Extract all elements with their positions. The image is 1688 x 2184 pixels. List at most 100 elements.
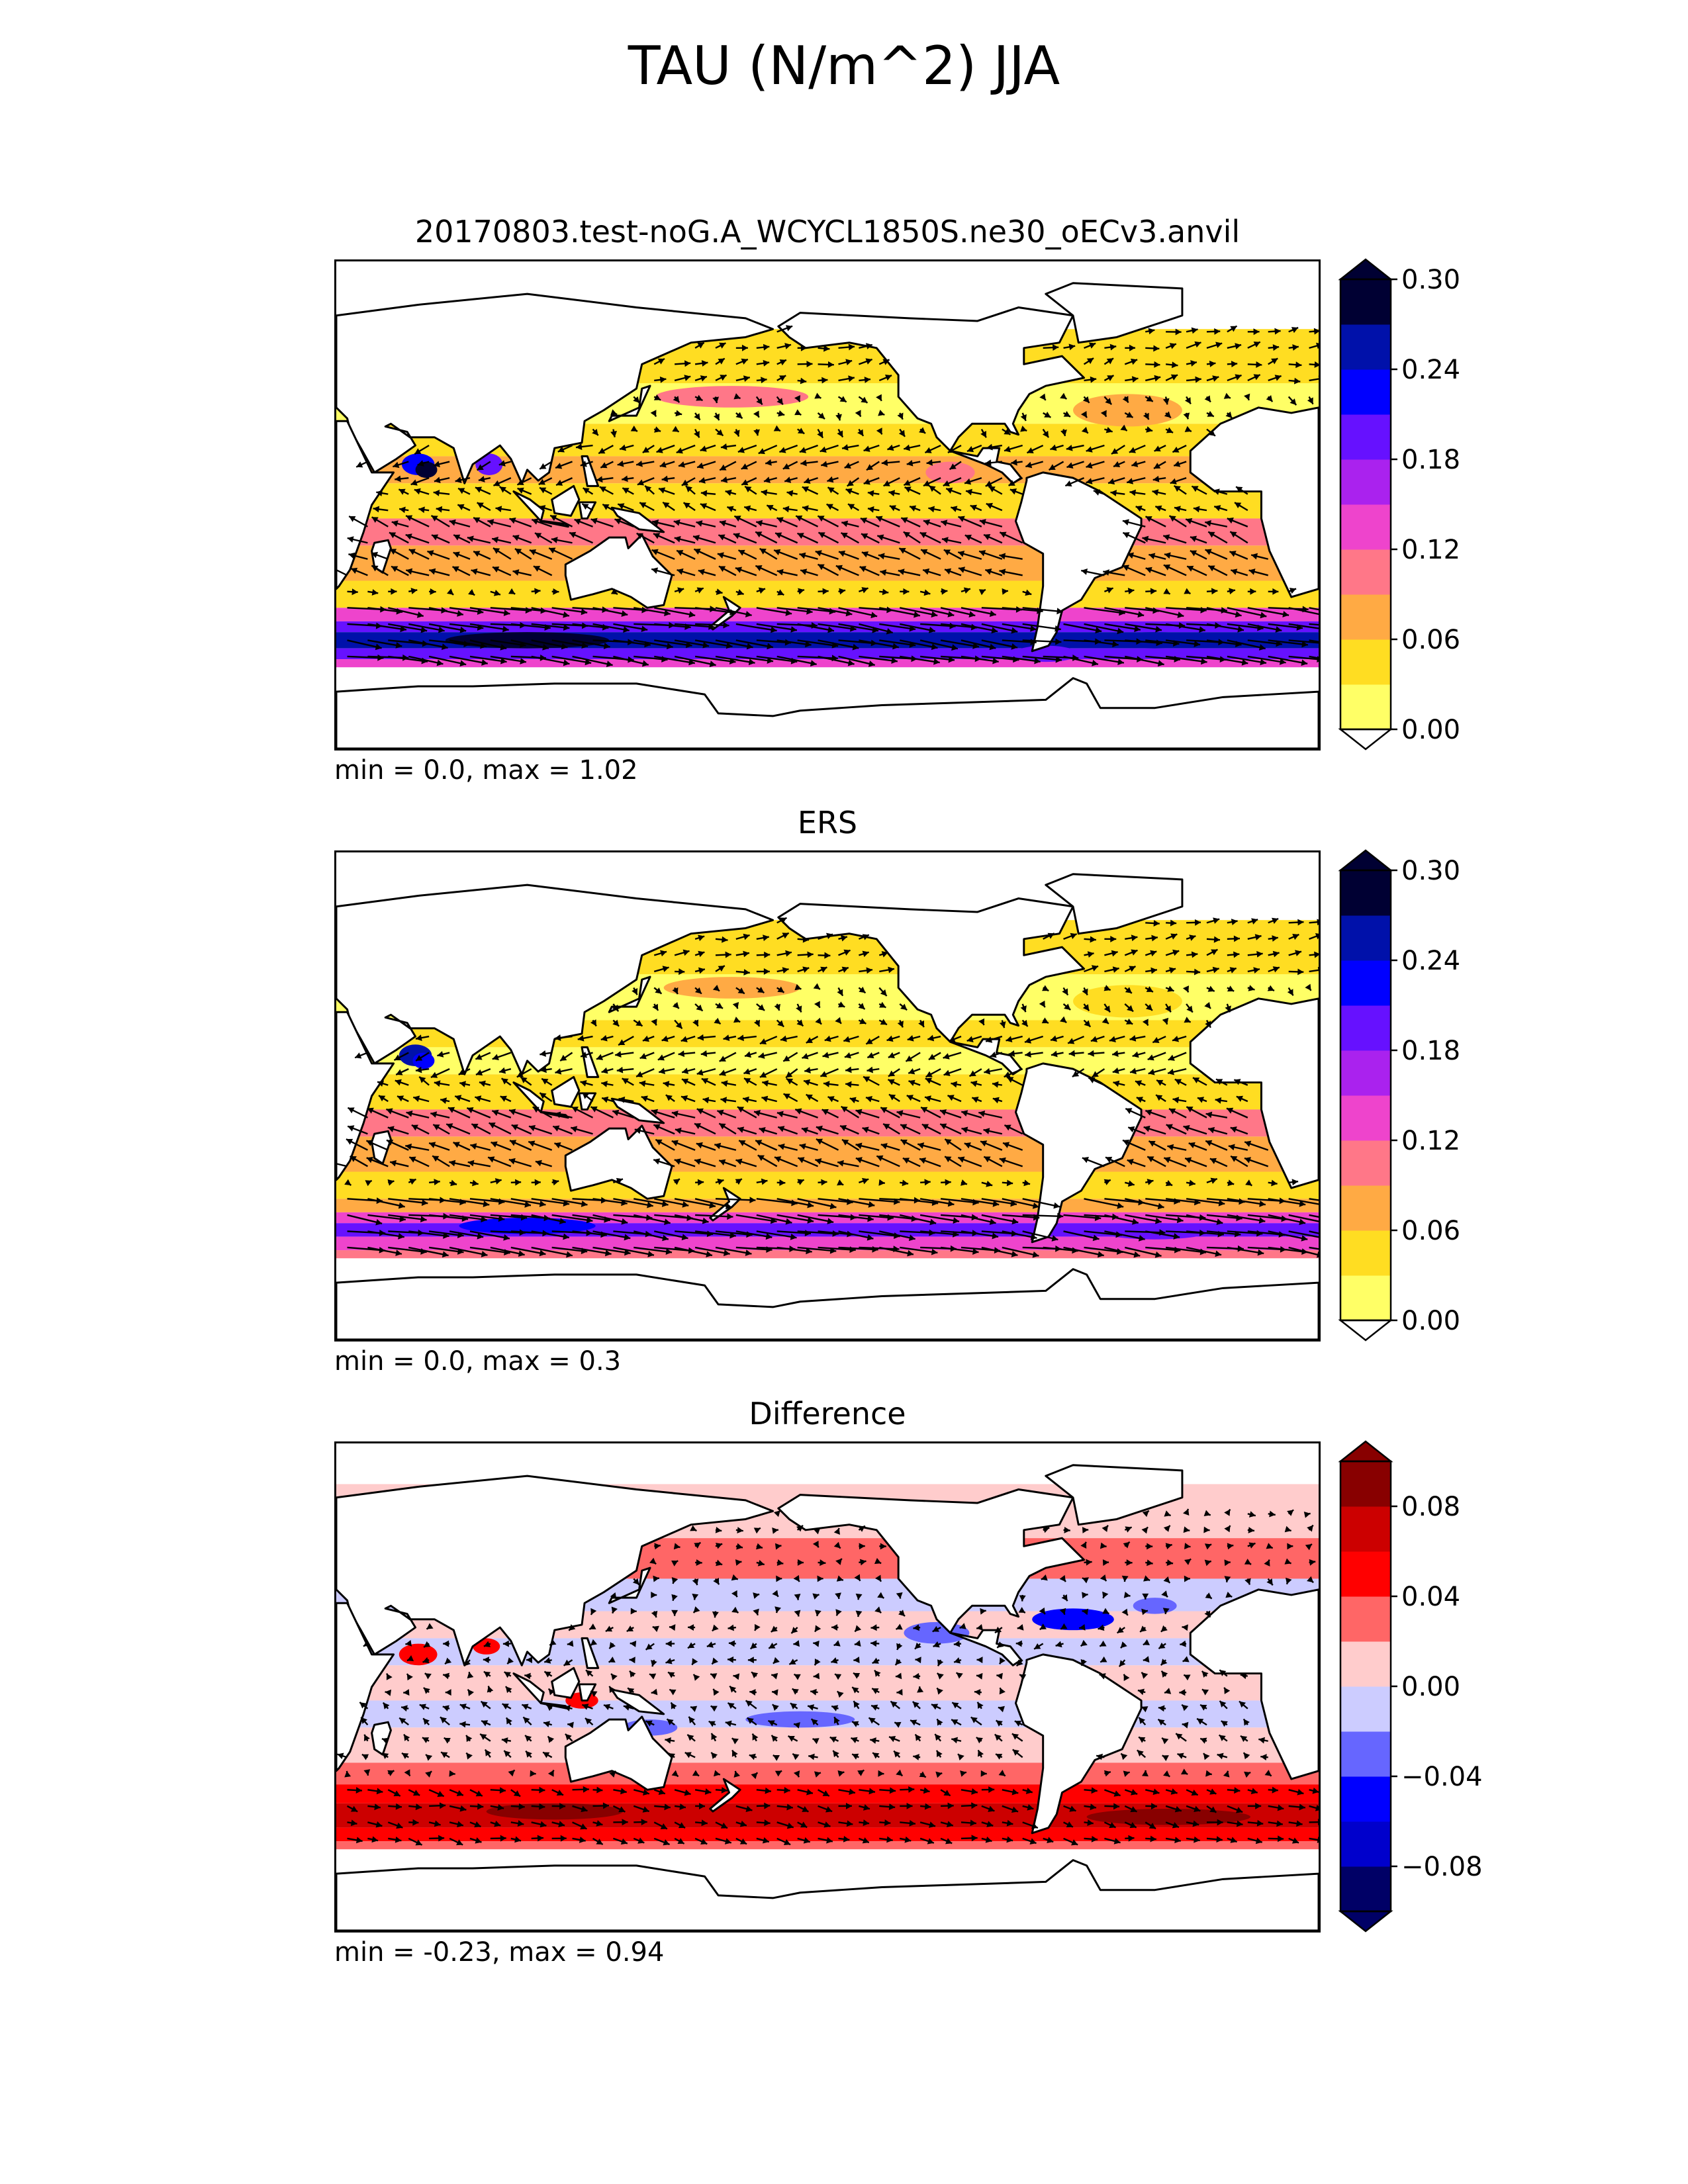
vector-arrow [1309, 921, 1319, 924]
vector-arrow [347, 655, 384, 659]
vector-arrow [1125, 1214, 1162, 1223]
vector-arrow [613, 639, 651, 646]
vector-arrow [674, 1198, 716, 1208]
vector-arrow [961, 1198, 1000, 1206]
colorbar-segment [1340, 504, 1391, 550]
vector-arrow [408, 1230, 449, 1238]
vector-arrow [1247, 655, 1286, 664]
vector-arrow [1268, 1214, 1306, 1224]
vector-arrow [818, 623, 857, 631]
vector-arrow [756, 1230, 797, 1239]
vector-arrow [1104, 1246, 1141, 1257]
vector-arrow [1227, 1214, 1266, 1222]
vector-arrow [920, 1230, 959, 1236]
colorbar-tick-label: 0.12 [1401, 535, 1460, 565]
colorbar-segment [1340, 1005, 1391, 1051]
vector-arrow [613, 1246, 655, 1256]
vector-arrow [592, 1230, 631, 1240]
vector-arrow [1022, 1230, 1058, 1241]
vector-arrow [1145, 1214, 1184, 1222]
vector-arrow [1084, 1198, 1124, 1208]
field-band [336, 1171, 1319, 1199]
vector-arrow [838, 623, 879, 632]
vector-arrow [818, 1246, 856, 1251]
colorbar-segment [1340, 1140, 1391, 1186]
vector-arrow [797, 1246, 837, 1252]
panel-1-map [334, 259, 1321, 751]
colorbar-segment [1340, 1275, 1391, 1321]
vector-arrow [961, 1214, 996, 1224]
vector-arrow [735, 639, 774, 649]
vector-arrow [1165, 1246, 1207, 1253]
colorbar-tick-label: 0.06 [1401, 1216, 1460, 1246]
vector-arrow [940, 639, 980, 648]
vector-arrow [1145, 607, 1184, 617]
colorbar-segment [1340, 1185, 1391, 1231]
vector-arrow [1063, 623, 1102, 633]
field-band [336, 580, 1319, 608]
vector-arrow [428, 623, 467, 632]
vector-arrow [449, 1198, 490, 1206]
vector-arrow [572, 623, 609, 629]
colorbar-segment [1340, 369, 1391, 415]
vector-arrow [633, 1214, 671, 1224]
colorbar-tick-label: 0.00 [1401, 1306, 1460, 1336]
panel-1-title: 20170803.test-noG.A_WCYCL1850S.ne30_oECv… [414, 214, 1241, 250]
vector-arrow [592, 1214, 628, 1224]
vector-arrow [940, 1198, 979, 1204]
colorbar-segment [1340, 459, 1391, 505]
vector-arrow [1206, 607, 1242, 617]
vector-arrow [1309, 344, 1319, 349]
vector-arrow [469, 639, 507, 649]
colorbar-segment [1340, 639, 1391, 685]
vector-arrow [531, 639, 568, 649]
vector-arrow [633, 639, 673, 648]
coastline [336, 873, 1319, 1340]
panel-1-colorbar: 0.00 0.06 0.12 0.18 0.24 0.30 [1338, 258, 1460, 751]
field-patch [1073, 394, 1182, 427]
map-canvas [336, 282, 1319, 749]
colorbar-segment [1340, 1866, 1391, 1912]
vector-arrow [919, 1214, 960, 1222]
vector-arrow [1002, 1198, 1039, 1208]
colorbar-tick-label: 0.04 [1401, 1582, 1460, 1612]
field-patch [1032, 1608, 1114, 1631]
figure-title: TAU (N/m^2) JJA [628, 35, 1060, 97]
vector-arrow [961, 1230, 999, 1238]
vector-arrow [449, 1246, 488, 1256]
vector-arrow [776, 607, 813, 614]
vector-arrow [919, 639, 959, 650]
vector-arrow [531, 1230, 570, 1239]
vector-arrow [367, 1214, 406, 1221]
vector-arrow [838, 607, 878, 617]
vector-arrow [388, 1246, 427, 1253]
colorbar-segment [1340, 1551, 1391, 1597]
vector-arrow [735, 623, 777, 632]
vector-arrow [1002, 1246, 1039, 1257]
vector-arrow [1309, 1805, 1319, 1810]
vector-arrow [1063, 1214, 1102, 1220]
vector-arrow [1206, 1214, 1243, 1220]
vector-arrow [1186, 1230, 1224, 1236]
vector-arrow [1104, 623, 1141, 631]
vector-arrow [879, 639, 916, 647]
vector-arrow [1186, 1214, 1223, 1224]
field-band [336, 1109, 1319, 1137]
vector-arrow [1125, 1230, 1166, 1234]
field-patch [925, 461, 975, 484]
vector-arrow [674, 1246, 713, 1257]
vector-arrow [900, 655, 940, 664]
vector-arrow [715, 607, 752, 616]
vector-arrow [797, 655, 838, 659]
field-band [336, 1074, 1319, 1110]
colorbar-tick-label: 0.08 [1401, 1492, 1460, 1522]
vector-arrow [449, 1214, 487, 1221]
map-canvas [336, 1464, 1319, 1931]
vector-arrow [633, 607, 671, 615]
vector-arrow [654, 623, 691, 628]
vector-arrow [1309, 1214, 1319, 1218]
vector-arrow [838, 1198, 875, 1206]
vector-arrow [388, 607, 424, 617]
vector-arrow [654, 639, 692, 647]
vector-arrow [1002, 1214, 1040, 1219]
